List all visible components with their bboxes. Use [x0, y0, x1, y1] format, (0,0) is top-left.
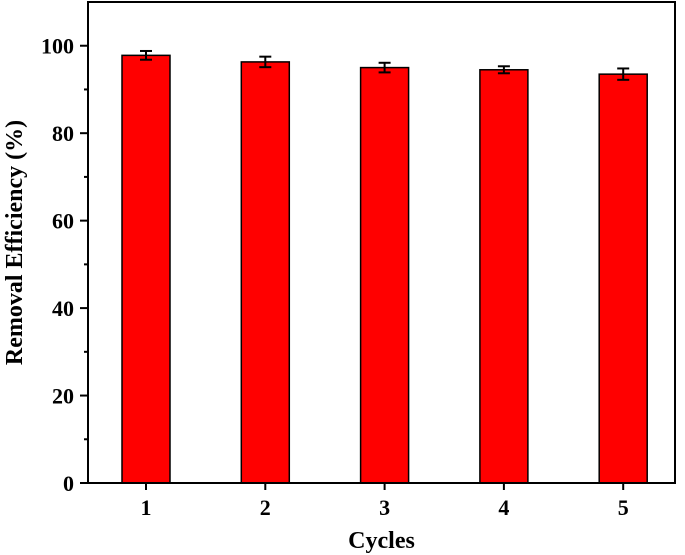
- y-tick-label: 100: [41, 34, 74, 59]
- y-tick-label: 0: [63, 471, 74, 496]
- y-tick-label: 80: [52, 121, 74, 146]
- x-tick-label: 3: [379, 495, 390, 520]
- x-tick-label: 2: [260, 495, 271, 520]
- bar-3: [359, 66, 410, 484]
- bar-1: [121, 54, 171, 484]
- error-bar-1: [140, 49, 152, 61]
- bar-5: [598, 73, 648, 484]
- error-bar-3: [378, 61, 391, 74]
- labels-layer: 1 2 3 4 5 0 20 40 60 80 100: [41, 34, 629, 520]
- bars-layer: [121, 54, 648, 484]
- error-bar-5: [617, 67, 630, 81]
- ticks-layer: [80, 44, 625, 490]
- bar-4: [479, 69, 529, 484]
- x-tick-label: 4: [498, 495, 509, 520]
- error-bars-layer: [140, 49, 630, 81]
- y-tick-label: 60: [52, 209, 74, 234]
- error-bar-2: [259, 55, 272, 69]
- error-bar-4: [497, 65, 510, 75]
- x-axis-title: Cycles: [348, 528, 415, 554]
- plot-frame: [87, 1, 676, 484]
- bar-2: [240, 61, 291, 484]
- x-tick-label: 5: [618, 495, 629, 520]
- y-tick-label: 40: [52, 296, 74, 321]
- x-tick-label: 1: [141, 495, 152, 520]
- y-axis-title: Removal Efficiency (%): [2, 120, 28, 365]
- y-tick-label: 20: [52, 384, 74, 409]
